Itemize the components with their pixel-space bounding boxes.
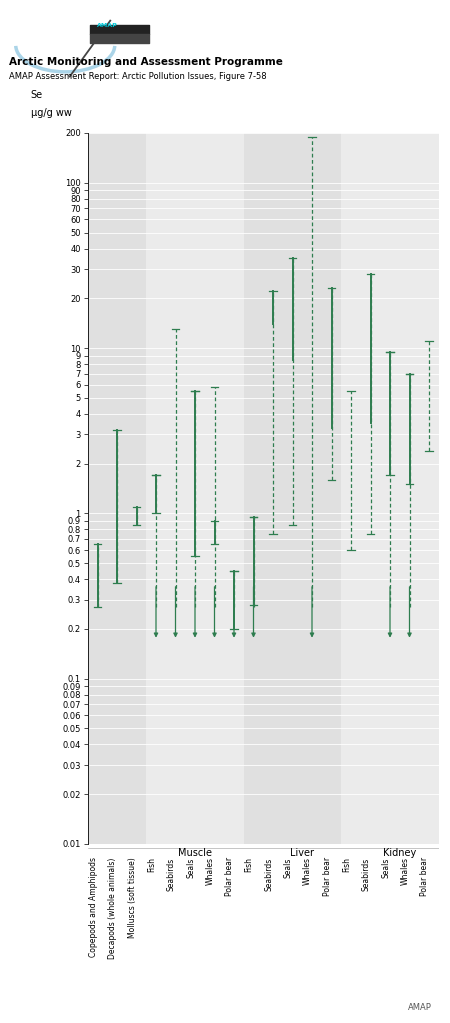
Text: Whales: Whales [206, 857, 215, 885]
Text: Fish: Fish [244, 857, 253, 873]
Text: Se: Se [31, 90, 43, 99]
Text: Muscle: Muscle [178, 848, 212, 858]
Text: AMAP: AMAP [408, 1004, 432, 1012]
Text: Polar bear: Polar bear [225, 857, 234, 896]
Text: Fish: Fish [342, 857, 351, 873]
Text: µg/g ww: µg/g ww [31, 107, 72, 118]
Text: Kidney: Kidney [383, 848, 416, 858]
Text: Decapods (whole animals): Decapods (whole animals) [108, 857, 117, 959]
Bar [244, 133, 341, 844]
Text: Arctic Monitoring and Assessment Programme: Arctic Monitoring and Assessment Program… [9, 57, 283, 66]
Text: Whales: Whales [303, 857, 312, 885]
Text: Seabirds: Seabirds [361, 857, 370, 891]
Text: Liver: Liver [290, 848, 314, 858]
Text: AMAP Assessment Report: Arctic Pollution Issues, Figure 7-58: AMAP Assessment Report: Arctic Pollution… [9, 72, 266, 81]
Text: Seabirds: Seabirds [264, 857, 273, 891]
Text: Molluscs (soft tissue): Molluscs (soft tissue) [127, 857, 136, 938]
Text: Seals: Seals [186, 857, 195, 878]
Text: Copepods and Amphipods: Copepods and Amphipods [89, 857, 98, 958]
Bar [146, 133, 244, 844]
Text: Polar bear: Polar bear [420, 857, 429, 896]
Text: Fish: Fish [147, 857, 156, 873]
Bar [88, 133, 146, 844]
Text: Seabirds: Seabirds [166, 857, 176, 891]
Text: Polar bear: Polar bear [323, 857, 332, 896]
Text: AMAP: AMAP [97, 24, 117, 29]
Text: Seals: Seals [381, 857, 390, 878]
Bar [341, 133, 439, 844]
Text: Seals: Seals [284, 857, 292, 878]
Text: Whales: Whales [400, 857, 410, 885]
